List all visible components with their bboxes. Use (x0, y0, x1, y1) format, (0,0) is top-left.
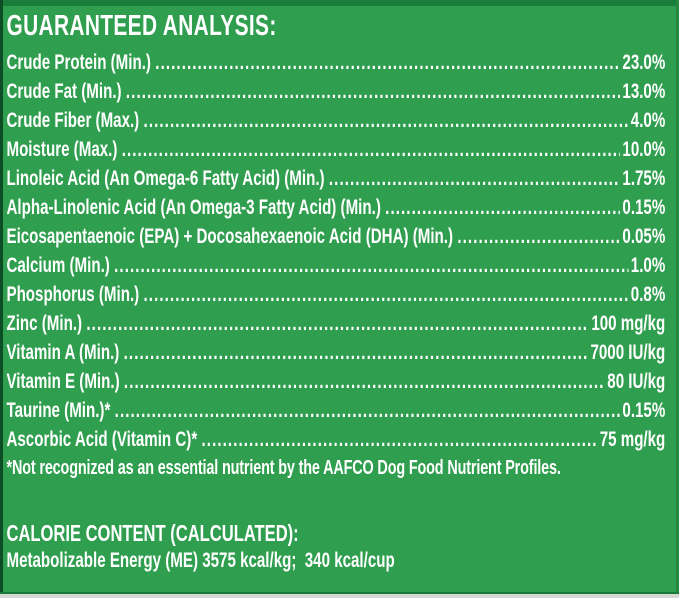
nutrient-value: 100 mg/kg (591, 312, 666, 335)
nutrient-value: 4.0% (630, 109, 666, 132)
analysis-row: Ascorbic Acid (Vitamin C)* .............… (6, 425, 665, 454)
nutrient-label: Eicosapentaenoic (EPA) + Docosahexaenoic… (6, 225, 454, 248)
nutrient-label: Moisture (Max.) (6, 138, 118, 161)
nutrient-label: Ascorbic Acid (Vitamin C)* (6, 428, 198, 451)
calorie-content-title: CALORIE CONTENT (CALCULATED): (6, 520, 299, 546)
analysis-row: Vitamin A (Min.) .......................… (6, 338, 665, 367)
metabolizable-energy-detail: Metabolizable Energy (ME) 3575 kcal/kg; … (6, 549, 395, 572)
nutrient-value: 13.0% (622, 80, 666, 103)
analysis-row: Vitamin E (Min.) .......................… (6, 367, 665, 396)
nutrient-label: Taurine (Min.)* (6, 399, 111, 422)
dotted-leader: ........................................… (121, 138, 621, 161)
nutrient-value: 0.05% (622, 225, 666, 248)
dotted-leader: ........................................… (201, 428, 598, 451)
analysis-row: Crude Fat (Min.) .......................… (6, 77, 665, 106)
guaranteed-analysis-title: GUARANTEED ANALYSIS: (6, 10, 277, 42)
analysis-row: Taurine (Min.)* ........................… (6, 396, 665, 425)
nutrient-label: Crude Protein (Min.) (6, 51, 151, 74)
dotted-leader: ........................................… (143, 109, 629, 132)
analysis-row: Crude Fiber (Max.) .....................… (6, 106, 665, 135)
dotted-leader: ........................................… (328, 167, 621, 190)
dotted-leader: ........................................… (143, 283, 629, 306)
right-edge-shadow (676, 0, 679, 598)
nutrient-label: Calcium (Min.) (6, 254, 110, 277)
nutrient-label: Linoleic Acid (An Omega-6 Fatty Acid) (M… (6, 167, 325, 190)
dotted-leader: ........................................… (114, 399, 621, 422)
analysis-row: Calcium (Min.) .........................… (6, 251, 665, 280)
nutrient-value: 10.0% (622, 138, 666, 161)
nutrient-value: 75 mg/kg (599, 428, 666, 451)
aafco-footnote: *Not recognized as an essential nutrient… (6, 457, 561, 479)
nutrient-label: Alpha-Linolenic Acid (An Omega-3 Fatty A… (6, 196, 381, 219)
nutrient-value: 0.15% (622, 196, 666, 219)
nutrient-label: Crude Fat (Min.) (6, 80, 122, 103)
top-edge-bar (0, 0, 679, 6)
nutrient-label: Crude Fiber (Max.) (6, 109, 140, 132)
nutrient-label: Phosphorus (Min.) (6, 283, 140, 306)
dotted-leader: ........................................… (114, 254, 629, 277)
dotted-leader: ........................................… (123, 370, 605, 393)
nutrient-label: Zinc (Min.) (6, 312, 83, 335)
nutrient-value: 1.0% (630, 254, 666, 277)
dotted-leader: ........................................… (385, 196, 620, 219)
analysis-row: Moisture (Max.) ........................… (6, 135, 665, 164)
left-edge-shadow (0, 0, 3, 598)
bottom-edge-strip (0, 594, 679, 598)
nutrient-label: Vitamin A (Min.) (6, 341, 120, 364)
analysis-table: Crude Protein (Min.) ...................… (6, 48, 665, 454)
dotted-leader: ........................................… (457, 225, 620, 248)
dotted-leader: ........................................… (155, 51, 620, 74)
nutrient-value: 7000 IU/kg (590, 341, 666, 364)
analysis-row: Phosphorus (Min.) ......................… (6, 280, 665, 309)
dotted-leader: ........................................… (123, 341, 589, 364)
analysis-row: Alpha-Linolenic Acid (An Omega-3 Fatty A… (6, 193, 665, 222)
calorie-content-section: CALORIE CONTENT (CALCULATED): Metaboliza… (6, 519, 658, 575)
nutrient-value: 0.8% (630, 283, 666, 306)
bottom-edge-line (0, 592, 679, 594)
dotted-leader: ........................................… (125, 80, 620, 103)
label-content: GUARANTEED ANALYSIS: Crude Protein (Min.… (6, 10, 665, 575)
analysis-row: Zinc (Min.) ............................… (6, 309, 665, 338)
nutrient-value: 1.75% (622, 167, 666, 190)
dotted-leader: ........................................… (86, 312, 589, 335)
nutrient-value: 23.0% (622, 51, 666, 74)
analysis-row: Eicosapentaenoic (EPA) + Docosahexaenoic… (6, 222, 665, 251)
analysis-row: Linoleic Acid (An Omega-6 Fatty Acid) (M… (6, 164, 665, 193)
nutrient-label: Vitamin E (Min.) (6, 370, 120, 393)
analysis-row: Crude Protein (Min.) ...................… (6, 48, 665, 77)
nutrient-value: 80 IU/kg (607, 370, 666, 393)
nutrient-value: 0.15% (622, 399, 666, 422)
